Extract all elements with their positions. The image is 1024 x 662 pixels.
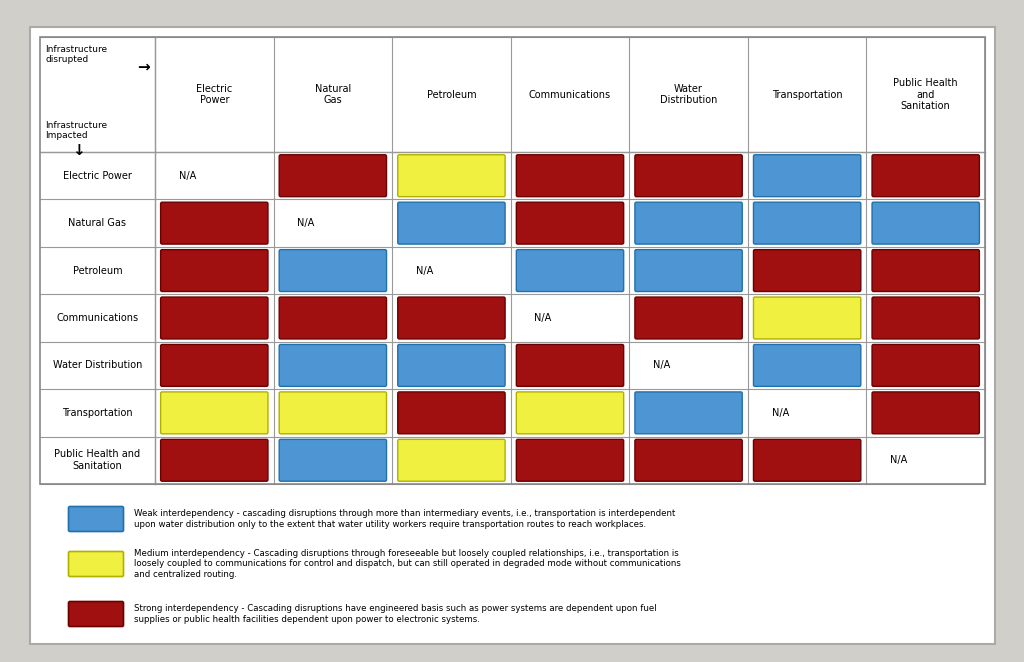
Text: Electric Power: Electric Power (63, 171, 132, 181)
Text: N/A: N/A (653, 360, 671, 371)
Text: N/A: N/A (771, 408, 788, 418)
Text: Transportation: Transportation (62, 408, 133, 418)
FancyBboxPatch shape (161, 250, 268, 291)
FancyBboxPatch shape (397, 344, 505, 387)
FancyBboxPatch shape (397, 297, 505, 339)
FancyBboxPatch shape (754, 202, 861, 244)
FancyBboxPatch shape (397, 155, 505, 197)
FancyBboxPatch shape (635, 297, 742, 339)
FancyBboxPatch shape (635, 202, 742, 244)
FancyBboxPatch shape (516, 344, 624, 387)
Text: Infrastructure
disrupted: Infrastructure disrupted (45, 45, 108, 64)
Text: Water
Distribution: Water Distribution (659, 83, 717, 105)
Text: Natural Gas: Natural Gas (69, 218, 127, 228)
Text: N/A: N/A (297, 218, 314, 228)
Text: Communications: Communications (56, 313, 138, 323)
FancyBboxPatch shape (397, 440, 505, 481)
Text: Communications: Communications (529, 89, 611, 99)
FancyBboxPatch shape (516, 392, 624, 434)
FancyBboxPatch shape (872, 297, 979, 339)
FancyBboxPatch shape (161, 297, 268, 339)
Bar (40, 37, 985, 484)
Text: Public Health
and
Sanitation: Public Health and Sanitation (893, 78, 958, 111)
FancyBboxPatch shape (69, 602, 124, 626)
FancyBboxPatch shape (280, 440, 386, 481)
Text: Water Distribution: Water Distribution (53, 360, 142, 371)
Bar (40, 37, 985, 484)
FancyBboxPatch shape (872, 392, 979, 434)
FancyBboxPatch shape (754, 297, 861, 339)
FancyBboxPatch shape (161, 344, 268, 387)
FancyBboxPatch shape (280, 155, 386, 197)
FancyBboxPatch shape (754, 250, 861, 291)
FancyBboxPatch shape (280, 392, 386, 434)
Text: →: → (137, 59, 150, 74)
FancyBboxPatch shape (161, 202, 268, 244)
Text: N/A: N/A (179, 171, 196, 181)
FancyBboxPatch shape (754, 440, 861, 481)
FancyBboxPatch shape (516, 155, 624, 197)
FancyBboxPatch shape (280, 250, 386, 291)
FancyBboxPatch shape (754, 344, 861, 387)
FancyBboxPatch shape (397, 392, 505, 434)
FancyBboxPatch shape (516, 202, 624, 244)
FancyBboxPatch shape (397, 202, 505, 244)
FancyBboxPatch shape (69, 551, 124, 577)
Text: Electric
Power: Electric Power (197, 83, 232, 105)
Text: Weak interdependency - cascading disruptions through more than intermediary even: Weak interdependency - cascading disrupt… (134, 509, 676, 529)
FancyBboxPatch shape (872, 202, 979, 244)
FancyBboxPatch shape (635, 392, 742, 434)
Text: N/A: N/A (890, 455, 907, 465)
FancyBboxPatch shape (635, 155, 742, 197)
Text: N/A: N/A (535, 313, 552, 323)
Text: Medium interdependency - Cascading disruptions through foreseeable but loosely c: Medium interdependency - Cascading disru… (134, 549, 681, 579)
FancyBboxPatch shape (872, 155, 979, 197)
FancyBboxPatch shape (69, 506, 124, 532)
FancyBboxPatch shape (635, 250, 742, 291)
Text: Infrastructure
Impacted: Infrastructure Impacted (45, 120, 108, 140)
Text: Public Health and
Sanitation: Public Health and Sanitation (54, 449, 140, 471)
Text: Petroleum: Petroleum (73, 265, 122, 275)
FancyBboxPatch shape (280, 344, 386, 387)
Text: Transportation: Transportation (772, 89, 843, 99)
FancyBboxPatch shape (516, 250, 624, 291)
FancyBboxPatch shape (161, 392, 268, 434)
Text: Petroleum: Petroleum (427, 89, 476, 99)
Text: Natural
Gas: Natural Gas (314, 83, 351, 105)
FancyBboxPatch shape (754, 155, 861, 197)
FancyBboxPatch shape (872, 250, 979, 291)
FancyBboxPatch shape (516, 440, 624, 481)
Text: ↓: ↓ (72, 142, 85, 158)
FancyBboxPatch shape (635, 440, 742, 481)
FancyBboxPatch shape (280, 297, 386, 339)
FancyBboxPatch shape (872, 344, 979, 387)
Text: Strong interdependency - Cascading disruptions have engineered basis such as pow: Strong interdependency - Cascading disru… (134, 604, 656, 624)
Text: N/A: N/A (416, 265, 433, 275)
FancyBboxPatch shape (161, 440, 268, 481)
